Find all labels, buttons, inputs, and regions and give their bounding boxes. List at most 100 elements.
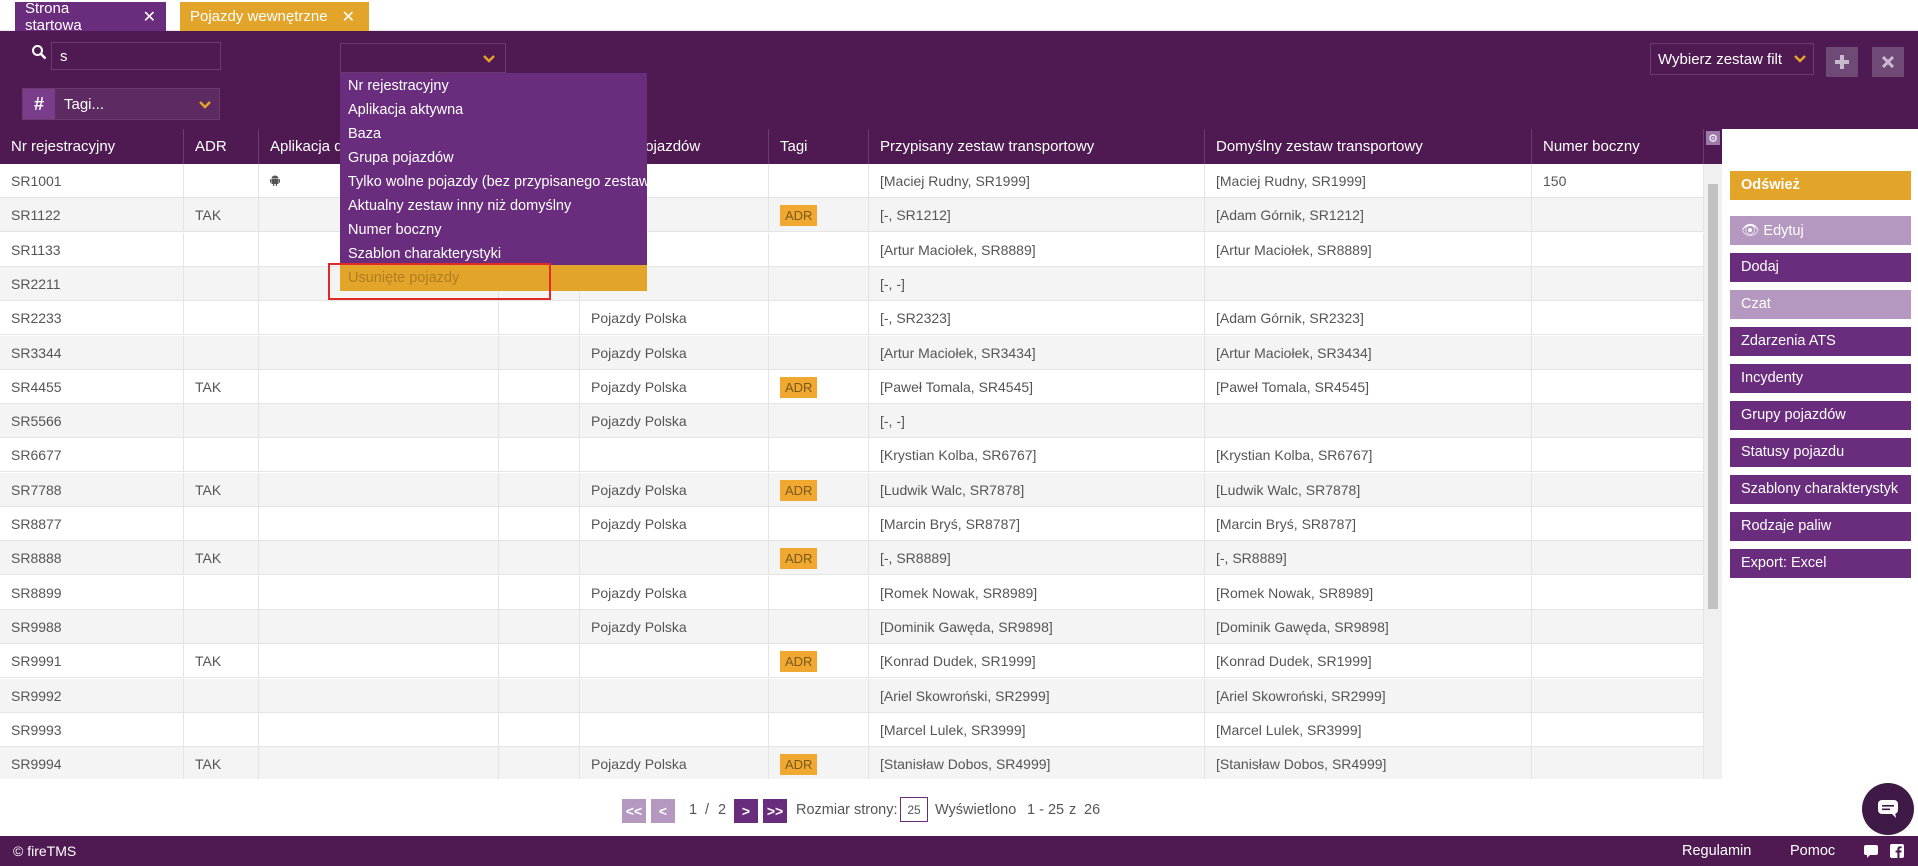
dropdown-item[interactable]: Szablon charakterystyki [348, 246, 502, 262]
table-cell [499, 335, 580, 370]
tab-pojazdy-wewnetrzne[interactable]: Pojazdy wewnętrzne ✕ [180, 2, 369, 31]
tab-strona-startowa[interactable]: Strona startowa ✕ [15, 0, 166, 34]
dropdown-item[interactable]: Aplikacja aktywna [348, 102, 464, 118]
message-icon[interactable] [1864, 845, 1878, 858]
table-row[interactable]: SR8888 TAK ADR [-, SR8889] [-, SR8889] [0, 541, 1704, 576]
table-row[interactable]: SR5566 Pojazdy Polska [-, -] [0, 404, 1704, 439]
dropdown-item-selected[interactable]: Usunięte pojazdy [348, 270, 460, 286]
tab-label: Strona startowa [25, 0, 82, 34]
incidents-button[interactable]: Incydenty [1730, 364, 1911, 393]
table-cell [1532, 404, 1704, 439]
table-cell [1532, 678, 1704, 713]
table-row[interactable]: SR1001 [Maciej Rudny, SR1999] [Maciej Rudn… [0, 164, 1704, 198]
table-cell [1532, 644, 1704, 679]
scrollbar-thumb[interactable] [1708, 184, 1718, 609]
column-header[interactable]: Tagi [769, 129, 869, 164]
table-cell: [Stanisław Dobos, SR4999] [869, 747, 1205, 779]
table-cell [769, 266, 869, 301]
last-page-button[interactable]: >> [763, 799, 787, 823]
table-row[interactable]: SR2211 [-, -] [0, 266, 1704, 301]
table-row[interactable]: SR9988 Pojazdy Polska [Dominik Gawęda, SR9… [0, 609, 1704, 644]
filter-field-dropdown: Nr rejestracyjny Aplikacja aktywna Baza … [340, 73, 662, 291]
table-row[interactable]: SR1122 TAK ADR [-, SR1212] [Adam Górnik, SR1… [0, 198, 1704, 233]
table-row[interactable]: SR8877 Pojazdy Polska [Marcin Bryś, SR8787… [0, 507, 1704, 541]
column-header[interactable]: Domyślny zestaw transportowy [1205, 129, 1532, 164]
search-input[interactable] [51, 42, 221, 70]
table-cell: 150 [1532, 164, 1704, 198]
table-row[interactable]: SR9991 TAK ADR [Konrad Dudek, SR1999] [Konra… [0, 644, 1704, 679]
table-row[interactable]: SR6677 [Krystian Kolba, SR6767] [Krystian … [0, 438, 1704, 473]
table-row[interactable]: SR1133 [Artur Maciołek, SR8889] [Artur Mac… [0, 232, 1704, 267]
table-cell [499, 678, 580, 713]
tags-select[interactable]: # Tagi... [22, 88, 220, 120]
facebook-icon[interactable] [1890, 844, 1904, 858]
table-row[interactable]: SR3344 Pojazdy Polska [Artur Maciołek, SR3… [0, 335, 1704, 370]
table-row[interactable]: SR4455 TAK Pojazdy Polska ADR [Paweł Tomala,… [0, 369, 1704, 404]
terms-link[interactable]: Regulamin [1682, 843, 1752, 859]
next-page-button[interactable]: > [734, 799, 758, 823]
first-page-button[interactable]: << [622, 799, 646, 823]
table-cell [259, 369, 499, 404]
ats-events-button[interactable]: Zdarzenia ATS [1730, 327, 1911, 356]
column-header[interactable]: Numer boczny [1532, 129, 1704, 164]
edit-button[interactable]: 👁 Edytuj [1730, 216, 1911, 245]
chat-button[interactable]: Czat [1730, 290, 1911, 319]
table-cell: TAK [184, 369, 259, 404]
column-header[interactable]: ADR [184, 129, 259, 164]
table-cell [499, 644, 580, 679]
table-cell: TAK [184, 472, 259, 507]
table-row[interactable]: SR9994 TAK Pojazdy Polska ADR [Stanisław Dob… [0, 747, 1704, 779]
dropdown-item[interactable]: Aktualny zestaw inny niż domyślny [348, 198, 572, 214]
vehicle-groups-button[interactable]: Grupy pojazdów [1730, 401, 1911, 430]
vehicle-statuses-button[interactable]: Statusy pojazdu [1730, 438, 1911, 467]
dropdown-item[interactable]: Baza [348, 126, 382, 142]
table-cell: Pojazdy Polska [580, 301, 769, 336]
filter-set-select[interactable]: Wybierz zestaw filt [1650, 43, 1814, 75]
chat-bubble-button[interactable] [1862, 783, 1914, 835]
dropdown-item[interactable]: Numer boczny [348, 222, 442, 238]
refresh-button[interactable]: Odśwież [1730, 171, 1911, 200]
table-cell [499, 438, 580, 473]
close-icon[interactable]: ✕ [341, 8, 355, 26]
remove-filter-set-button[interactable] [1872, 47, 1904, 77]
table-row[interactable]: SR2233 Pojazdy Polska [-, SR2323] [Adam Gór… [0, 301, 1704, 336]
gear-icon[interactable]: ⚙ [1706, 131, 1720, 145]
close-icon[interactable]: ✖ [1724, 129, 1737, 146]
dropdown-item[interactable]: Tylko wolne pojazdy (bez przypisanego ze… [348, 174, 663, 190]
add-filter-set-button[interactable] [1826, 47, 1858, 77]
filter-field-select[interactable] [340, 43, 506, 73]
table-cell: ADR [769, 198, 869, 233]
vertical-scrollbar[interactable] [1704, 164, 1722, 779]
table-cell [499, 747, 580, 779]
table-row[interactable]: SR7788 TAK Pojazdy Polska ADR [Ludwik Walc, … [0, 472, 1704, 507]
table-cell [769, 438, 869, 473]
dropdown-highlight [340, 265, 647, 291]
adr-tag-badge: ADR [780, 651, 818, 673]
table-row[interactable]: SR9993 [Marcel Lulek, SR3999] [Marcel Lule… [0, 712, 1704, 747]
column-header[interactable]: Przypisany zestaw transportowy [869, 129, 1205, 164]
table-cell [259, 575, 499, 610]
page-size-input[interactable]: 25 [900, 797, 928, 822]
table-row[interactable]: SR8899 Pojazdy Polska [Romek Nowak, SR8989… [0, 575, 1704, 610]
dropdown-item[interactable]: Grupa pojazdów [348, 150, 454, 166]
close-icon[interactable]: ✕ [142, 8, 156, 26]
help-link[interactable]: Pomoc [1790, 843, 1836, 859]
table-cell [769, 678, 869, 713]
table-cell: [Ludwik Walc, SR7878] [1205, 472, 1532, 507]
table-cell [769, 712, 869, 747]
table-cell: [Konrad Dudek, SR1999] [1205, 644, 1532, 679]
add-button[interactable]: Dodaj [1730, 253, 1911, 282]
fuel-types-button[interactable]: Rodzaje paliw [1730, 512, 1911, 541]
shown-range: 1 - 25 [1027, 802, 1065, 818]
export-excel-button[interactable]: Export: Excel [1730, 549, 1911, 578]
prev-page-button[interactable]: < [651, 799, 675, 823]
column-header[interactable]: Nr rejestracyjny [0, 129, 184, 164]
table-cell: Pojazdy Polska [580, 609, 769, 644]
annotation-highlight-box [328, 263, 551, 300]
table-cell [184, 609, 259, 644]
table-cell: [Artur Maciołek, SR3434] [1205, 335, 1532, 370]
characteristic-templates-button[interactable]: Szablony charakterystyk [1730, 475, 1911, 504]
table-cell: [Romek Nowak, SR8989] [1205, 575, 1532, 610]
table-row[interactable]: SR9992 [Ariel Skowroński, SR2999] [Ariel S… [0, 678, 1704, 713]
dropdown-item[interactable]: Nr rejestracyjny [348, 78, 449, 94]
